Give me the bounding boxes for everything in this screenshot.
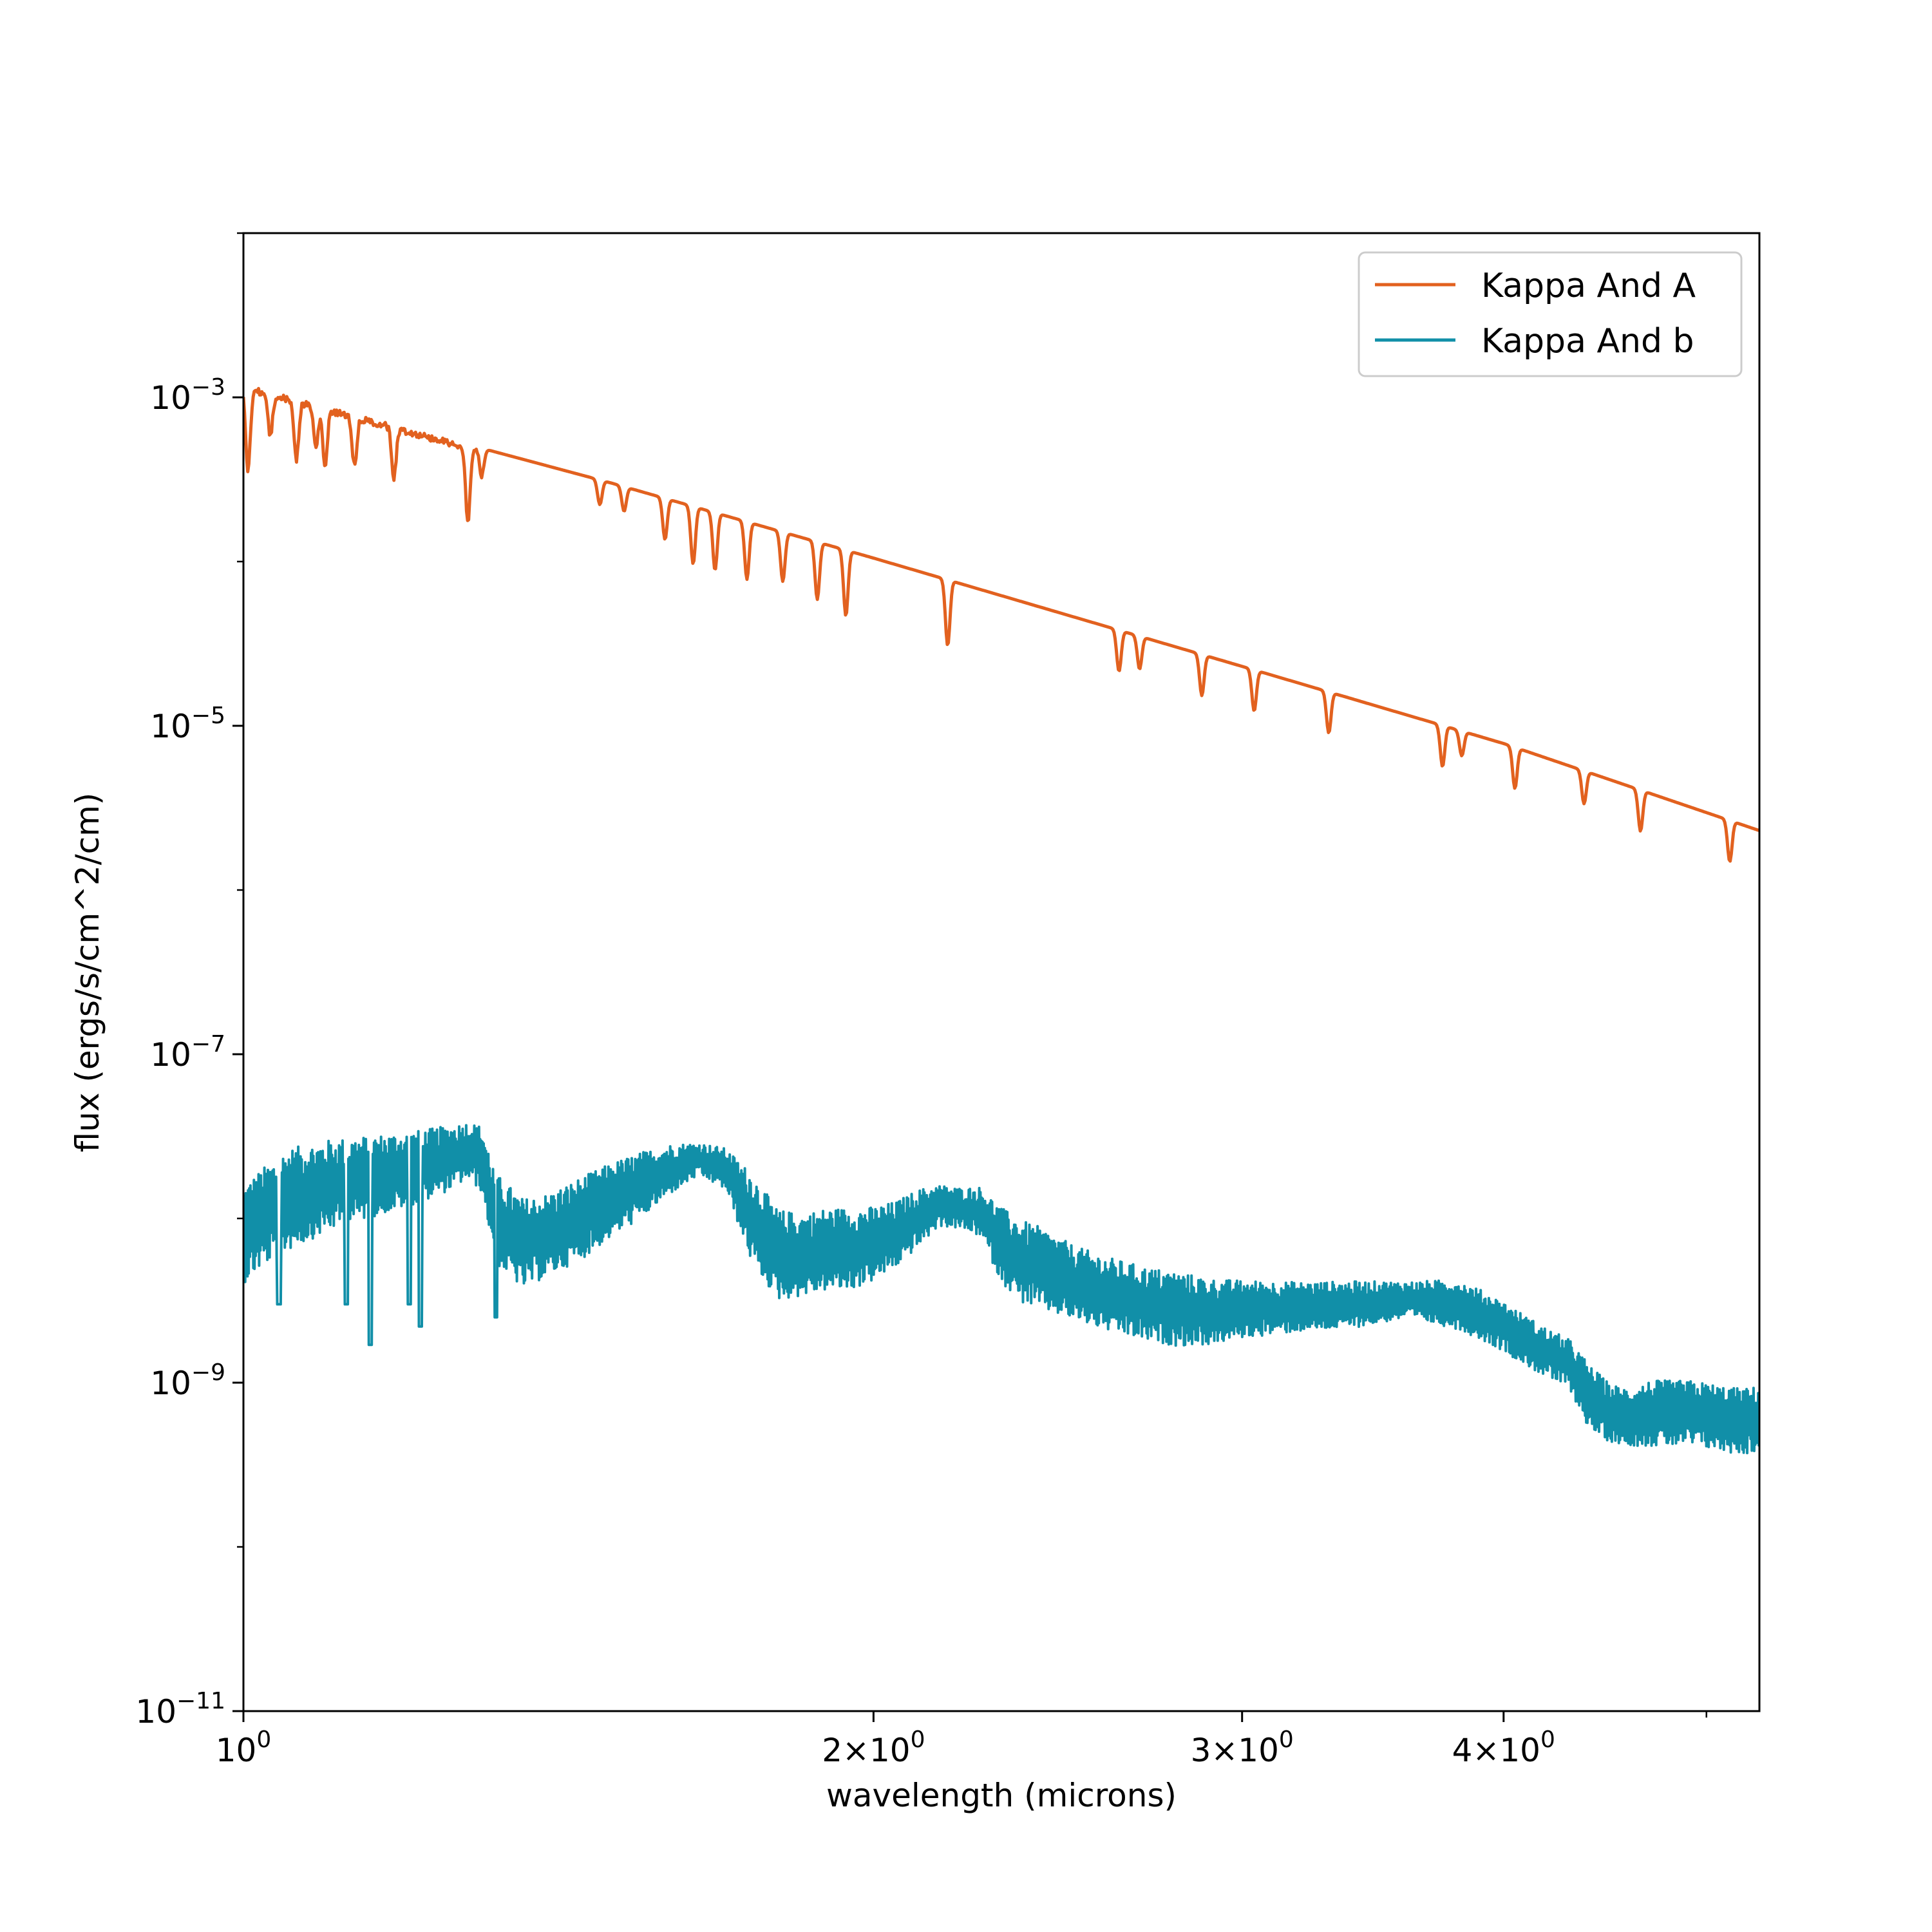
legend-label-kappa-and-b: Kappa And b [1481, 322, 1694, 361]
plot-frame [242, 232, 1761, 1712]
y-axis-label: flux (ergs/s/cm^2/cm) [69, 793, 106, 1153]
y-axis-ticks: 10−3 10−5 10−7 10−9 10−11 [135, 232, 243, 1730]
x-tick-label: 4×100 [1452, 1727, 1555, 1769]
series-line-kappa-and-b [243, 1124, 1759, 1455]
y-tick-label: 10−5 [150, 703, 225, 745]
series-layer [243, 386, 1759, 1455]
x-tick-label: 100 [216, 1727, 272, 1769]
x-tick-label: 3×100 [1191, 1727, 1294, 1769]
y-tick-label: 10−9 [150, 1359, 225, 1402]
legend-label-kappa-and-a: Kappa And A [1481, 267, 1696, 305]
x-axis-label: wavelength (microns) [826, 1777, 1177, 1814]
y-tick-label: 10−3 [150, 374, 225, 417]
series-line-kappa-and-a [243, 386, 1759, 863]
x-tick-label: 2×100 [822, 1727, 925, 1769]
legend: Kappa And A Kappa And b [1358, 251, 1743, 377]
y-tick-label: 10−7 [150, 1031, 225, 1074]
x-axis-ticks: 100 2×100 3×100 4×100 [216, 1711, 1708, 1769]
y-tick-label: 10−11 [135, 1688, 225, 1730]
